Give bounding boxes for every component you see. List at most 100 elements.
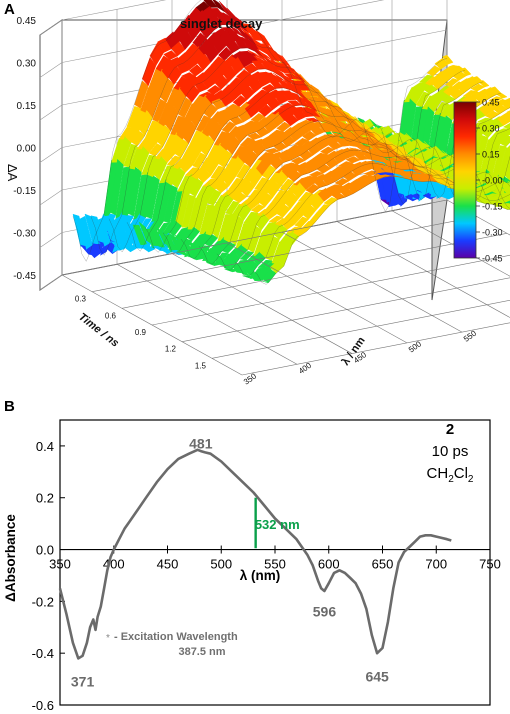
wavelength-tick-label: 400 bbox=[297, 361, 314, 376]
surface-patch bbox=[507, 180, 510, 184]
panel-a-letter: A bbox=[4, 1, 15, 18]
x-tick-label: 400 bbox=[103, 557, 125, 572]
floor-line-time bbox=[121, 233, 508, 309]
surface-patch bbox=[499, 182, 510, 191]
surface-mesh-line bbox=[72, 0, 448, 262]
x-axis-ticks: 350 400 450 500 550 600 650 700 750 bbox=[49, 545, 501, 572]
solvent-part-cl: Cl bbox=[454, 465, 468, 482]
colorbar-tick-label: 0.15 bbox=[482, 150, 500, 160]
annotation-singlet-decay: singlet decay bbox=[180, 16, 263, 31]
colorbar-tick-label: -0.00 bbox=[482, 176, 503, 186]
peak-label: 481 bbox=[189, 435, 213, 451]
surface-mesh-line bbox=[108, 47, 484, 253]
peak-labels: 481 371 596 645 bbox=[71, 435, 389, 689]
surface-patch bbox=[505, 144, 510, 150]
y-tick-label: -0.2 bbox=[32, 594, 54, 609]
surface-mesh-line bbox=[198, 135, 510, 265]
surface-patch bbox=[498, 147, 510, 179]
time-axis-ticks: 0.3 0.6 0.9 1.2 1.5 bbox=[75, 295, 207, 371]
surface-mesh bbox=[72, 0, 510, 285]
time-tick-label: 0.6 bbox=[105, 311, 117, 320]
time-tick-label: 1.2 bbox=[165, 345, 177, 354]
side-wall-gridline bbox=[39, 232, 63, 248]
excitation-label: - Excitation Wavelength bbox=[114, 631, 238, 643]
z-axis-ticks: 0.45 0.30 0.15 0.00 -0.15 -0.30 -0.45 bbox=[13, 16, 36, 282]
z-tick-label: -0.45 bbox=[13, 271, 36, 282]
back-wall-gridline bbox=[61, 0, 385, 63]
peak-label: 596 bbox=[313, 604, 337, 620]
floor-grid bbox=[61, 199, 510, 376]
floor-line-time bbox=[151, 254, 510, 326]
z-tick-label: 0.15 bbox=[17, 101, 37, 112]
y-axis-ticks: -0.6 -0.4 -0.2 0.0 0.2 0.4 bbox=[32, 439, 65, 713]
surface-plot-panel-a: 0.450.300.150.00-0.15-0.30-0.45 0.30.60.… bbox=[5, 0, 510, 387]
y-tick-label: 0.0 bbox=[36, 543, 54, 558]
side-wall-gridline bbox=[39, 62, 63, 78]
line-chart-panel-b: 350 400 450 500 550 600 650 700 750 -0.6 -0.4 -0.2… bbox=[3, 419, 501, 713]
x-tick-label: 600 bbox=[318, 557, 340, 572]
y-tick-label: -0.6 bbox=[32, 698, 54, 713]
wavelength-tick-label: 350 bbox=[242, 371, 259, 386]
x-tick-label: 500 bbox=[210, 557, 232, 572]
surface-patch bbox=[442, 54, 454, 65]
x-tick-label: 350 bbox=[49, 557, 71, 572]
y-axis-label: ΔAbsorbance bbox=[3, 514, 18, 602]
solvent-sub-2: 2 bbox=[468, 474, 474, 485]
floor-line-time bbox=[241, 322, 510, 376]
marker-532-label: 532 nm bbox=[255, 517, 300, 532]
back-wall-gridline bbox=[61, 0, 167, 21]
plot-frame bbox=[59, 419, 491, 706]
surface-patch bbox=[460, 67, 472, 76]
x-tick-label: 650 bbox=[372, 557, 394, 572]
surface-patch bbox=[502, 122, 510, 130]
side-wall-gridline bbox=[39, 19, 63, 36]
surface-mesh-line bbox=[252, 176, 510, 285]
x-tick-label: 750 bbox=[479, 557, 501, 572]
x-tick-label: 700 bbox=[425, 557, 447, 572]
z-axis-label: ΔA bbox=[5, 164, 20, 182]
excitation-value: 387.5 nm bbox=[178, 646, 225, 658]
wavelength-tick-label: 550 bbox=[462, 328, 479, 343]
peak-label: 371 bbox=[71, 674, 95, 690]
time-tick-label: 0.9 bbox=[135, 328, 147, 337]
peak-label: 645 bbox=[365, 669, 389, 685]
x-tick-label: 450 bbox=[157, 557, 179, 572]
time-label: 10 ps bbox=[432, 443, 469, 460]
colorbar-tick-label: -0.15 bbox=[482, 202, 503, 212]
colorbar-tick-label: 0.45 bbox=[482, 98, 500, 108]
side-wall-gridline bbox=[39, 104, 63, 121]
surface-mesh-line bbox=[90, 23, 466, 256]
surface-patch bbox=[499, 134, 510, 147]
colorbar bbox=[453, 101, 477, 259]
series-line bbox=[58, 448, 452, 660]
floor-line-time bbox=[91, 216, 478, 292]
floor-line-time bbox=[61, 199, 448, 276]
wavelength-tick-label: 500 bbox=[407, 339, 424, 354]
surface-mesh-line bbox=[234, 163, 510, 278]
z-tick-label: -0.30 bbox=[13, 229, 36, 240]
colorbar-ticks: 0.45 0.30 0.15 -0.00 -0.15 -0.30 -0.45 bbox=[476, 98, 503, 264]
surface-patch bbox=[500, 203, 510, 210]
z-tick-label: 0.30 bbox=[17, 59, 37, 70]
surface-patch bbox=[504, 112, 510, 121]
surface-mesh-line bbox=[216, 149, 510, 271]
z-tick-label: -0.15 bbox=[13, 186, 36, 197]
solvent-sub-1: 2 bbox=[448, 474, 454, 485]
time-tick-label: 1.5 bbox=[195, 361, 207, 370]
z-tick-label: 0.00 bbox=[17, 144, 37, 155]
surface-mesh-line bbox=[126, 68, 502, 252]
z-tick-label: 0.45 bbox=[17, 16, 37, 27]
x-axis-label: λ (nm) bbox=[240, 568, 281, 583]
y-tick-label: 0.4 bbox=[36, 439, 54, 454]
surface-patch bbox=[507, 131, 510, 136]
floor-line-time bbox=[211, 299, 510, 359]
surface-patch bbox=[506, 110, 510, 113]
time-tick-label: 0.3 bbox=[75, 295, 87, 304]
surface-patch bbox=[500, 98, 510, 110]
floor-line-time bbox=[181, 277, 510, 342]
y-tick-label: 0.2 bbox=[36, 491, 54, 506]
solvent-part-ch: CH bbox=[427, 465, 449, 482]
side-wall-gridline bbox=[39, 147, 63, 163]
colorbar-tick-label: -0.30 bbox=[482, 228, 503, 238]
